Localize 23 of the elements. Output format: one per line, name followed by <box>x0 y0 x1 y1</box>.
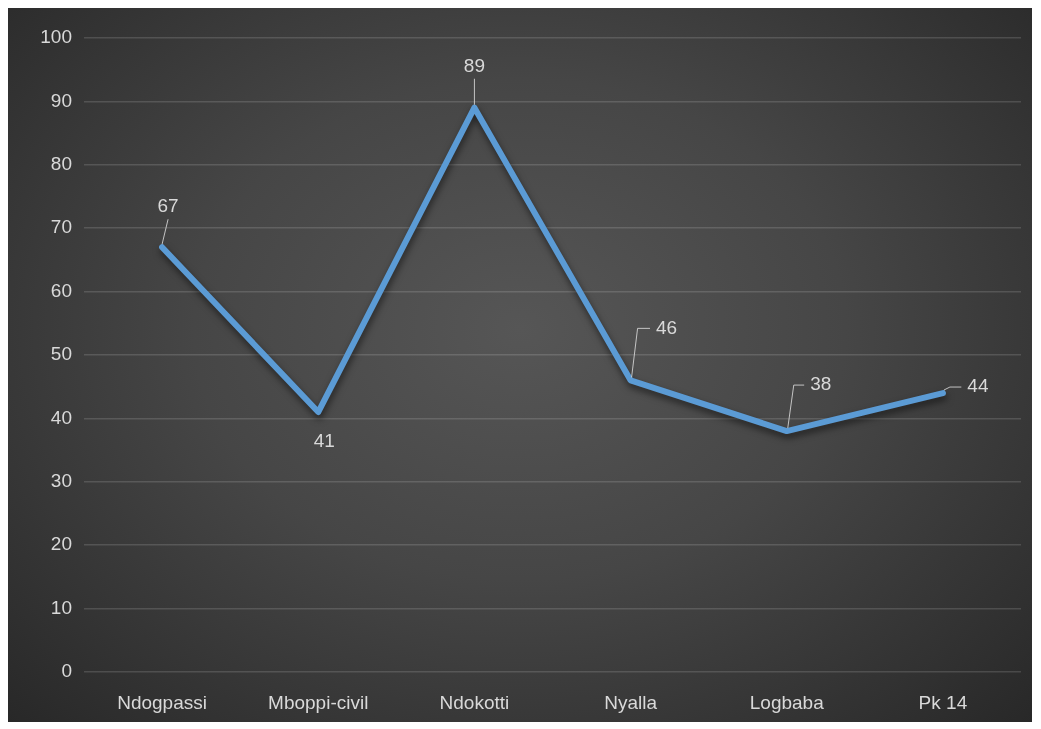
y-tick-label: 10 <box>50 596 72 618</box>
y-tick-label: 90 <box>50 89 72 111</box>
x-tick-label: Mboppi-civil <box>268 691 369 713</box>
data-label: 46 <box>656 316 678 338</box>
data-label: 38 <box>810 373 832 395</box>
x-tick-label: Nyalla <box>604 691 658 713</box>
x-tick-label: Ndogpassi <box>117 691 207 713</box>
y-tick-label: 80 <box>50 153 72 175</box>
data-label: 89 <box>463 54 485 76</box>
y-tick-label: 70 <box>50 216 72 238</box>
y-tick-label: 100 <box>40 26 72 48</box>
data-label: 67 <box>157 195 179 217</box>
y-tick-label: 60 <box>50 279 72 301</box>
y-tick-label: 20 <box>50 533 72 555</box>
x-tick-label: Logbaba <box>749 691 825 713</box>
x-tick-label: Ndokotti <box>439 691 510 713</box>
data-label: 44 <box>967 375 989 397</box>
y-tick-label: 50 <box>50 343 72 365</box>
data-label: 41 <box>313 430 335 452</box>
x-tick-label: Pk 14 <box>918 691 968 713</box>
y-tick-label: 0 <box>61 660 72 682</box>
y-tick-label: 30 <box>50 470 72 492</box>
y-tick-label: 40 <box>50 406 72 428</box>
